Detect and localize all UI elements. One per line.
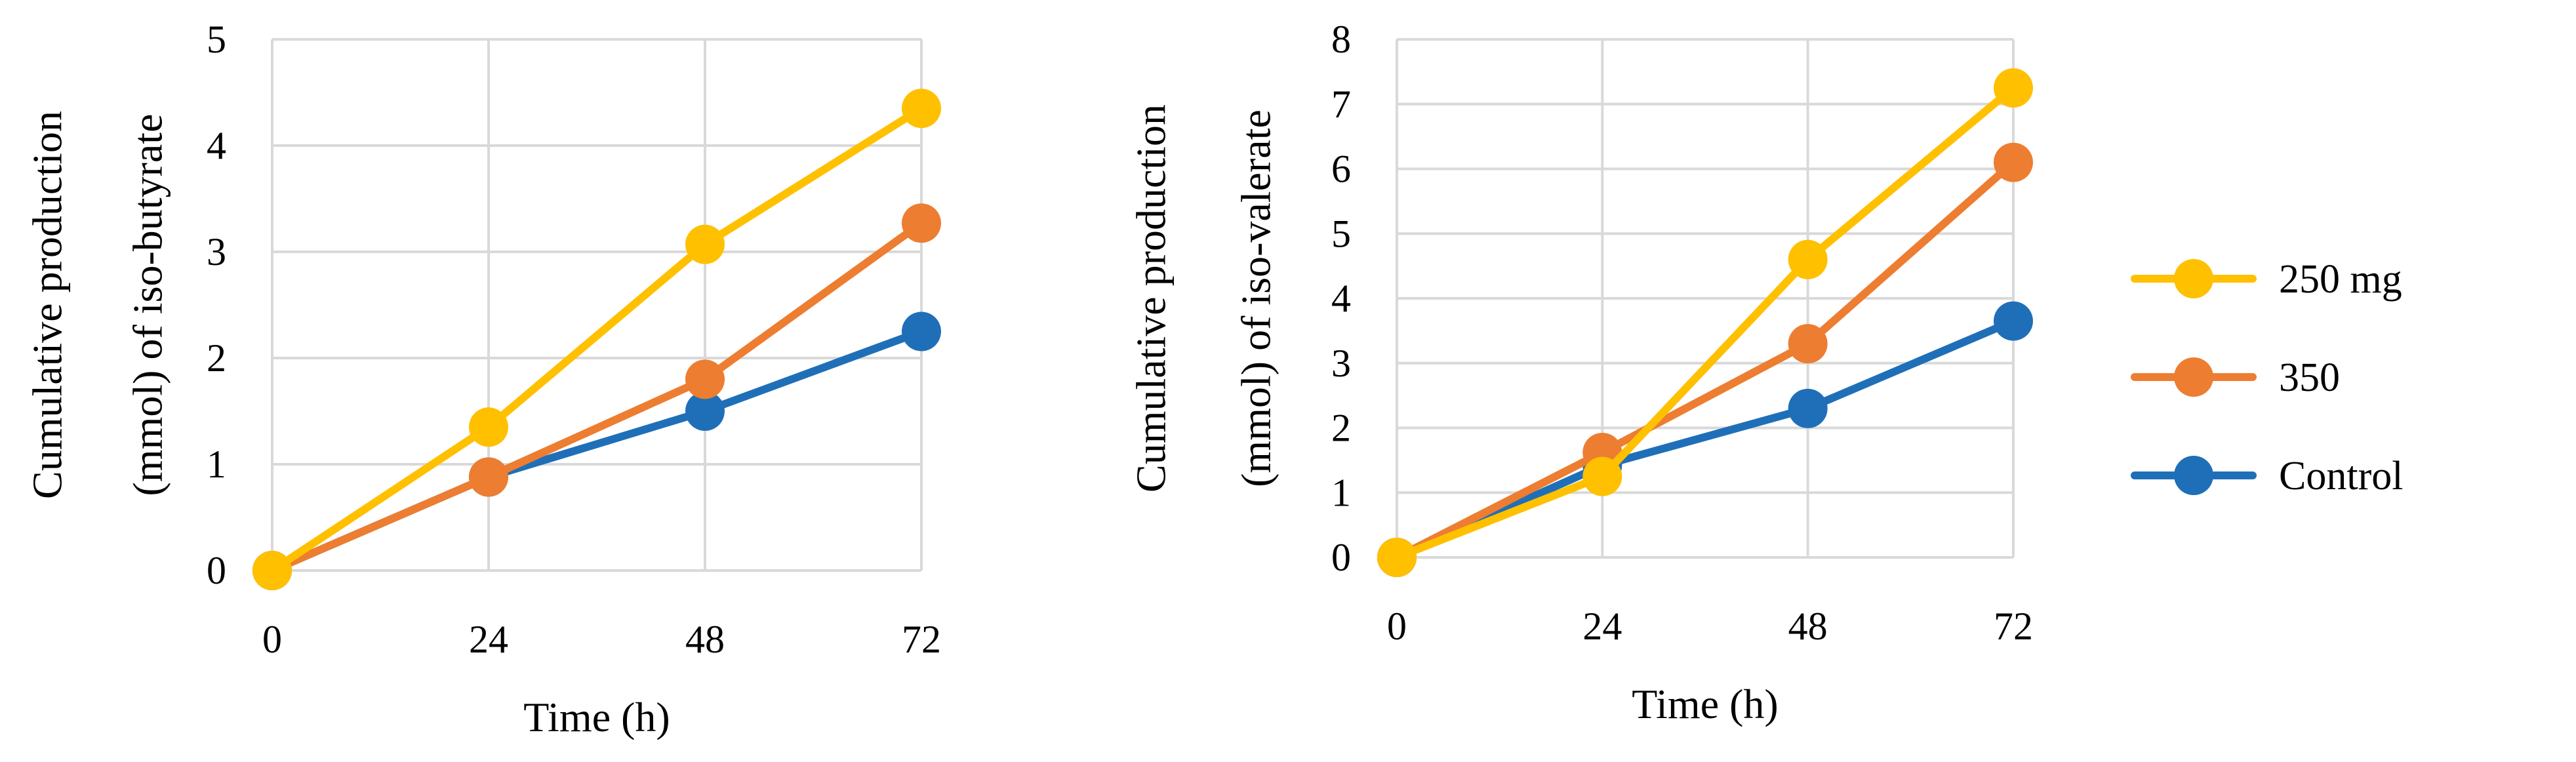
x-tick-label: 0 — [1387, 605, 1407, 648]
data-point-350 — [469, 457, 508, 497]
x-tick-label: 48 — [685, 618, 725, 661]
legend-marker — [2174, 456, 2213, 495]
series-line-250-mg — [268, 104, 925, 574]
y-tick-label: 8 — [1331, 18, 1351, 61]
x-tick-label: 24 — [469, 618, 508, 661]
series-line-control — [268, 327, 925, 574]
data-point-250-mg — [1788, 239, 1828, 279]
data-point-control — [1994, 301, 2033, 341]
series-line-250-mg — [1393, 84, 2017, 561]
y-axis-title-line-2: (mmol) of iso-butyrate — [125, 114, 171, 496]
y-tick-label: 5 — [207, 18, 226, 61]
y-tick-label: 1 — [1331, 471, 1351, 514]
legend: 250 mg 350 Control — [2131, 257, 2403, 498]
series-line-350 — [1393, 158, 2017, 561]
data-point-250-mg — [685, 224, 725, 264]
data-point-250-mg — [1994, 68, 2033, 108]
data-point-250-mg — [469, 407, 508, 447]
x-axis-title: Time (h) — [523, 694, 670, 740]
legend-marker — [2174, 259, 2213, 298]
x-tick-label: 72 — [902, 618, 941, 661]
y-tick-label: 1 — [207, 443, 226, 486]
legend-item-250-mg: 250 mg — [2131, 257, 2402, 302]
data-point-control — [1788, 388, 1828, 428]
x-tick-label: 72 — [1994, 605, 2033, 648]
data-point-350 — [1788, 324, 1828, 364]
y-tick-label: 6 — [1331, 148, 1351, 191]
y-tick-label: 2 — [1331, 407, 1351, 450]
legend-label: 250 mg — [2279, 257, 2402, 302]
legend-item-control: Control — [2131, 454, 2403, 498]
y-tick-label: 3 — [1331, 342, 1351, 385]
data-point-350 — [1994, 142, 2033, 182]
data-point-250-mg — [252, 551, 292, 590]
y-tick-label: 3 — [207, 230, 226, 273]
y-axis-title-line-2: (mmol) of iso-valerate — [1233, 110, 1279, 487]
y-tick-label: 5 — [1331, 212, 1351, 255]
y-tick-label: 7 — [1331, 83, 1351, 126]
data-point-350 — [685, 359, 725, 399]
y-tick-label: 0 — [207, 549, 226, 592]
legend-label: 350 — [2279, 355, 2340, 400]
x-tick-label: 24 — [1582, 605, 1622, 648]
data-point-250-mg — [902, 89, 941, 129]
series-line-350 — [268, 219, 925, 574]
data-point-250-mg — [1377, 538, 1417, 577]
legend-item-350: 350 — [2131, 355, 2340, 400]
legend-marker — [2174, 357, 2213, 397]
x-tick-label: 48 — [1788, 605, 1828, 648]
series-line-control — [1393, 317, 2017, 561]
data-point-350 — [902, 203, 941, 243]
y-axis-title-line-1: Cumulative production — [24, 111, 71, 499]
data-point-control — [902, 311, 941, 351]
legend-label: Control — [2279, 454, 2403, 498]
chart-panel-1: 0 1 2 3 4 5 0 24 48 72 Time (h) Cumulative producti… — [24, 18, 941, 740]
data-point-250-mg — [1582, 456, 1622, 496]
y-tick-label: 2 — [207, 336, 226, 380]
x-tick-label: 0 — [262, 618, 282, 661]
y-tick-label: 4 — [1331, 277, 1351, 320]
y-tick-label: 4 — [207, 124, 226, 167]
y-tick-label: 0 — [1331, 536, 1351, 579]
y-axis-title-line-1: Cumulative production — [1128, 104, 1175, 492]
data-point-control — [685, 391, 725, 431]
x-axis-title: Time (h) — [1632, 681, 1778, 727]
chart-panel-2: 0 1 2 3 4 5 6 7 8 0 24 48 72 Time (h) Cumulative produ… — [1128, 18, 2033, 727]
